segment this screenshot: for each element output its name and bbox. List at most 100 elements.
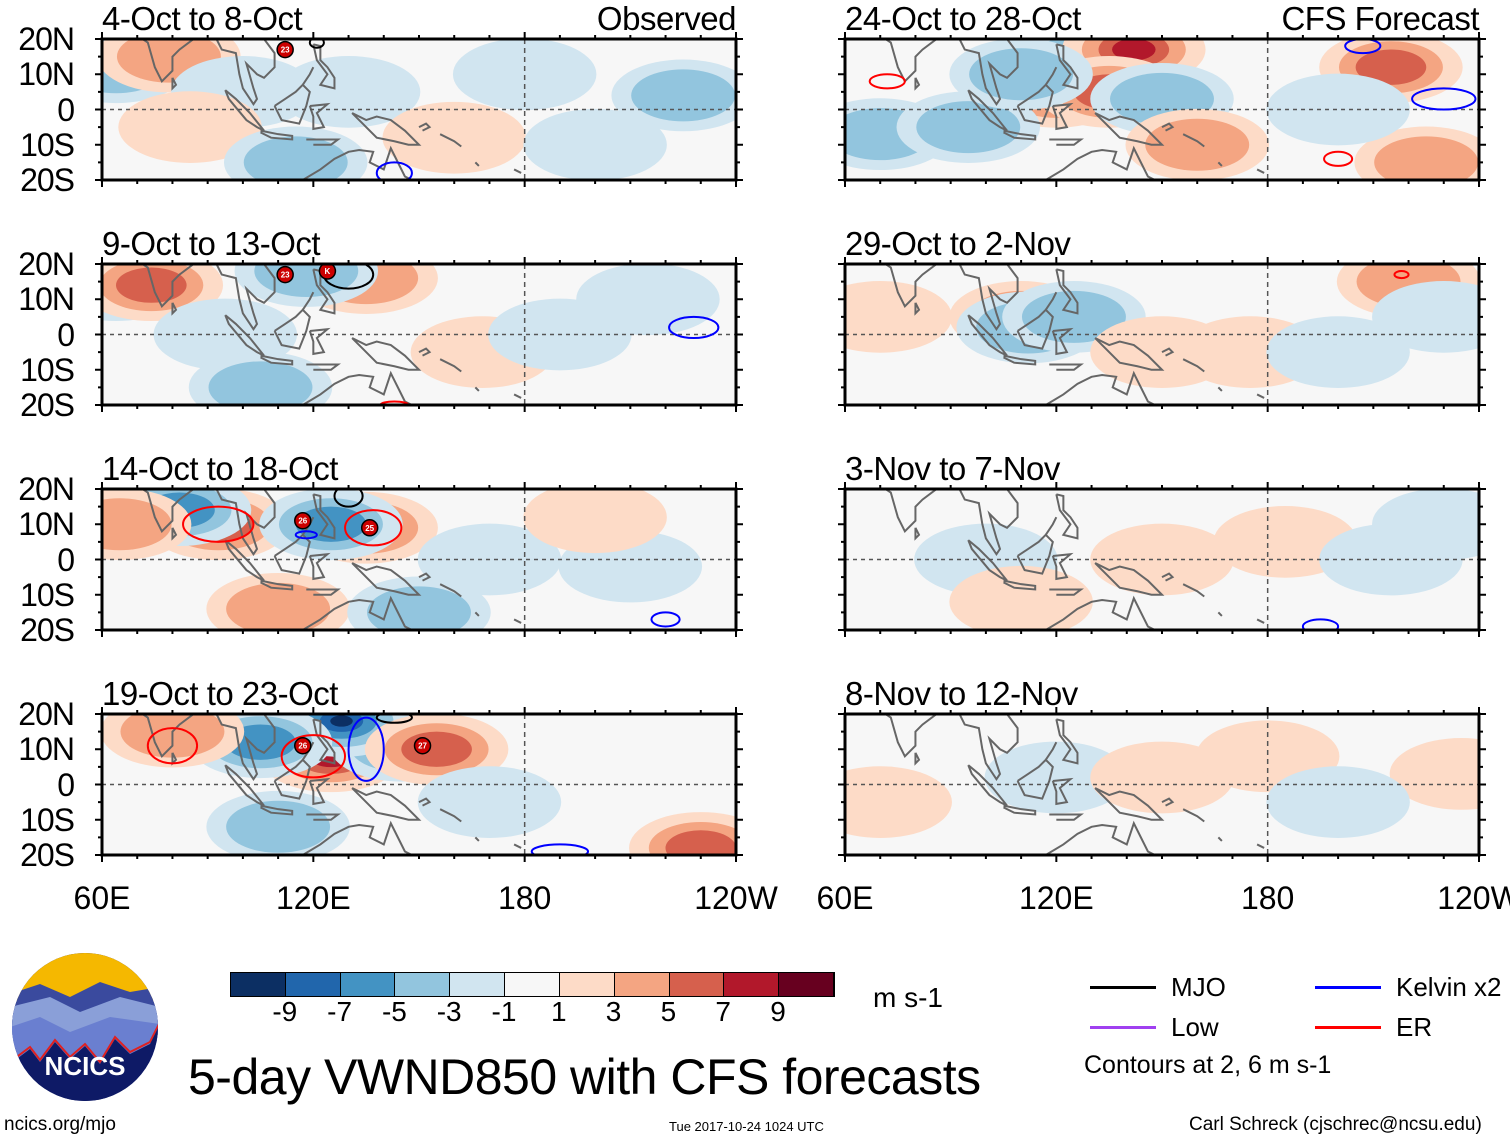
lat-label: 20S xyxy=(20,387,75,423)
coastline xyxy=(1055,718,1079,765)
colorbar-label: -3 xyxy=(436,996,462,1027)
coastline xyxy=(312,43,336,90)
wind-anomaly xyxy=(1145,118,1250,171)
coastline xyxy=(883,714,938,758)
contour-mjo xyxy=(375,714,413,724)
coastline xyxy=(1217,836,1223,842)
coastline xyxy=(300,820,413,855)
coastline xyxy=(474,836,480,842)
coastline xyxy=(1217,386,1223,392)
contour-mjo xyxy=(308,39,325,49)
wind-anomaly xyxy=(1266,73,1410,146)
coastline xyxy=(308,552,331,581)
colorbar-swatch xyxy=(724,973,780,996)
coastline xyxy=(1161,572,1175,582)
colorbar-swatch xyxy=(450,973,506,996)
svg-text:26: 26 xyxy=(298,742,307,751)
panel-tag: CFS Forecast xyxy=(1281,0,1479,37)
coastline xyxy=(1051,102,1074,131)
coastline xyxy=(224,314,265,357)
tropical-cyclone-icon: 26 xyxy=(294,511,312,530)
contour-kelvin xyxy=(1301,618,1340,630)
coastline xyxy=(914,527,921,541)
footer-url[interactable]: ncics.org/mjo xyxy=(4,1114,116,1135)
coastline xyxy=(140,714,195,758)
contour-er xyxy=(868,73,906,90)
lat-label: 10N xyxy=(18,281,75,318)
wind-anomaly xyxy=(1021,290,1126,343)
lon-label: 120W xyxy=(694,880,778,916)
coastline xyxy=(1055,268,1079,315)
coastline xyxy=(351,562,422,596)
svg-text:23: 23 xyxy=(281,46,290,55)
coastline xyxy=(215,714,276,782)
coastline xyxy=(967,539,1008,582)
coastline xyxy=(513,393,522,399)
coastline xyxy=(1044,66,1058,86)
coastline xyxy=(308,777,331,806)
colorbar-units: m s-1 xyxy=(873,982,943,1013)
coastline xyxy=(1094,337,1165,371)
coastline xyxy=(1256,393,1265,399)
coastline xyxy=(312,718,336,765)
wind-anomaly xyxy=(382,101,526,174)
coastline xyxy=(1055,493,1079,540)
wind-anomaly xyxy=(523,489,667,554)
coastline xyxy=(1055,43,1079,90)
tropical-cyclone-icon: 27 xyxy=(413,736,432,755)
coastline xyxy=(1051,552,1074,581)
coastline xyxy=(1049,588,1084,596)
wind-anomaly xyxy=(226,800,331,853)
wind-anomaly xyxy=(1090,523,1234,596)
footer-timestamp: Tue 2017-10-24 1024 UTC xyxy=(669,1119,824,1134)
coastline xyxy=(1016,83,1054,125)
wind-anomaly xyxy=(116,267,187,303)
wind-anomaly xyxy=(1389,738,1479,810)
lon-label: 60E xyxy=(816,880,874,916)
legend-label: Low xyxy=(1171,1012,1219,1042)
coastline xyxy=(958,489,1019,557)
wind-anomaly xyxy=(401,731,472,767)
coastline xyxy=(260,804,294,816)
colorbar-label: 5 xyxy=(660,996,677,1027)
coastline xyxy=(1256,843,1265,849)
coastline xyxy=(474,161,480,167)
wind-anomaly xyxy=(102,498,172,551)
coastline xyxy=(171,302,178,316)
coastline xyxy=(301,291,315,311)
wind-anomaly xyxy=(845,766,952,838)
coastline xyxy=(474,611,480,617)
panel-title: 14-Oct to 18-Oct xyxy=(102,450,338,487)
coastline xyxy=(967,314,1008,357)
lon-label: 60E xyxy=(73,880,131,916)
coastline xyxy=(958,714,1019,782)
coastline xyxy=(1043,595,1156,630)
colorbar-swatch xyxy=(559,973,615,996)
lat-label: 20S xyxy=(20,837,75,873)
map-panel: 26 27 xyxy=(95,707,743,862)
coastline xyxy=(1003,129,1037,141)
wind-anomaly xyxy=(226,582,331,630)
wind-anomaly xyxy=(984,741,1129,814)
coastline xyxy=(273,308,311,350)
wind-anomaly xyxy=(1266,766,1410,838)
svg-text:25: 25 xyxy=(365,524,374,533)
colorbar-label: -5 xyxy=(381,996,407,1027)
tropical-cyclone-icon: 26 xyxy=(294,736,312,755)
wind-anomaly xyxy=(452,39,597,111)
coastline xyxy=(1043,370,1156,405)
coastline xyxy=(171,527,178,541)
coastline xyxy=(958,264,1019,332)
coastline xyxy=(140,264,195,308)
coastline xyxy=(351,337,422,371)
map-panel: 23 xyxy=(95,32,743,187)
coastline xyxy=(1051,777,1074,806)
colorbar-label: 1 xyxy=(551,996,567,1027)
contour-kelvin xyxy=(530,843,590,855)
coastline xyxy=(351,787,422,821)
contour-kelvin xyxy=(347,716,385,782)
wind-anomaly xyxy=(330,715,353,727)
coastline xyxy=(171,752,178,766)
lat-label: 20S xyxy=(20,162,75,198)
contour-kelvin xyxy=(668,315,720,340)
